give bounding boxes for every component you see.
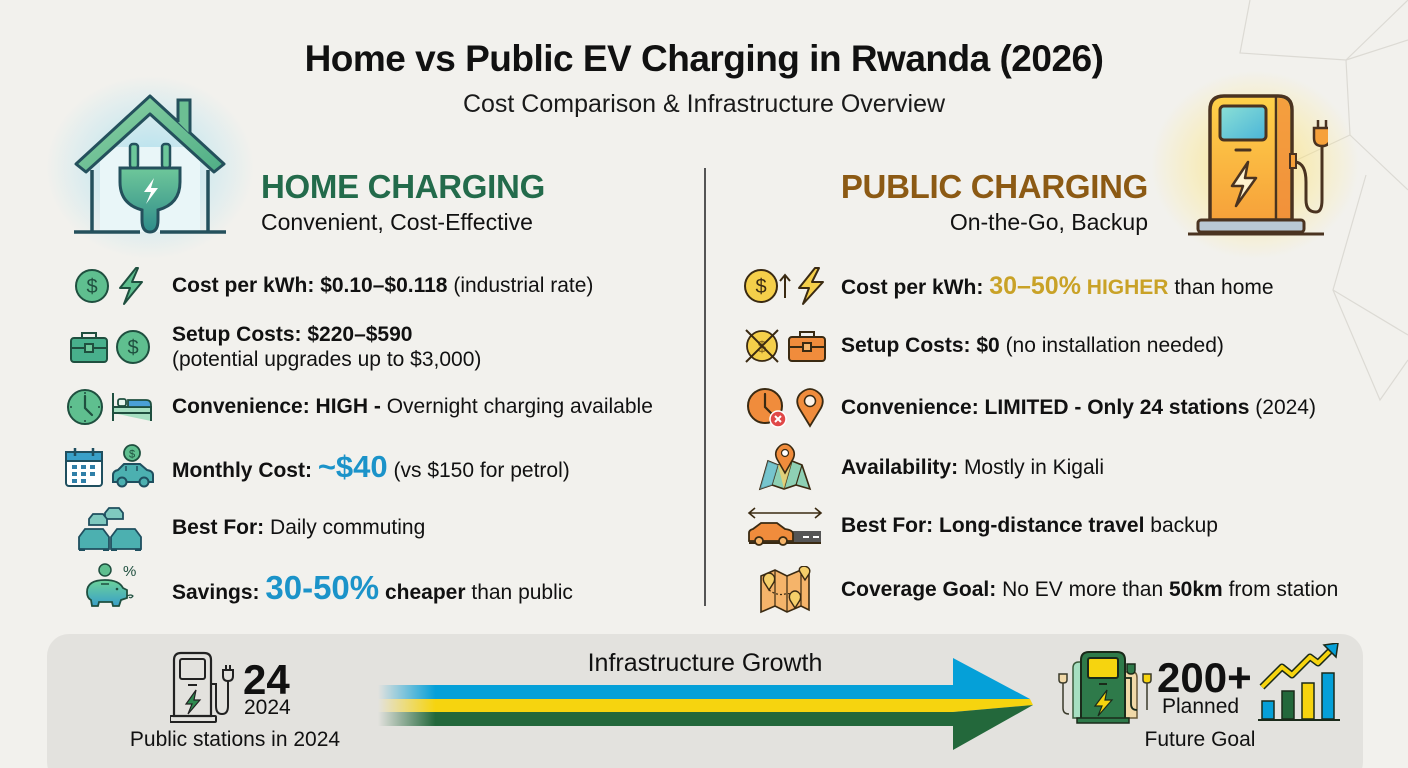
savings-value: 30-50% — [265, 569, 380, 607]
current-station-year: 2024 — [244, 696, 291, 719]
svg-text:$: $ — [755, 276, 766, 298]
public-charging-title: PUBLIC CHARGING — [840, 168, 1148, 205]
long-distance-car-icon — [747, 507, 823, 546]
toolbox-icon — [788, 331, 826, 362]
public-row-best-for: Best For: Long-distance travel backup — [735, 505, 1218, 547]
infrastructure-growth-label: Infrastructure Growth — [587, 649, 823, 677]
page-subtitle: Cost Comparison & Infrastructure Overvie… — [462, 90, 946, 118]
planned-label: Planned — [1162, 695, 1240, 718]
home-monthly-cost-text: Monthly Cost: ~$40 (vs $150 for petrol) — [172, 449, 570, 485]
current-stations-caption: Public stations in 2024 — [129, 728, 341, 751]
home-row-convenience: Convenience: HIGH - Overnight charging a… — [60, 388, 653, 426]
public-row-convenience: Convenience: LIMITED - Only 24 stations … — [735, 386, 1316, 430]
map-pin-icon — [758, 443, 812, 491]
current-station-count: 24 — [243, 656, 290, 703]
public-row-coverage-goal: Coverage Goal: No EV more than 50km from… — [735, 566, 1338, 614]
home-charging-tagline: Convenient, Cost-Effective — [261, 209, 533, 235]
monthly-cost-value: ~$40 — [317, 449, 388, 485]
clock-icon — [67, 389, 103, 425]
svg-text:$: $ — [758, 339, 767, 356]
public-setup-costs-text: Setup Costs: $0 (no installation needed) — [841, 334, 1224, 358]
planned-station-count: 200+ — [1157, 654, 1252, 701]
toolbox-icon — [70, 332, 108, 364]
folded-map-pins-icon — [760, 566, 811, 614]
home-convenience-text: Convenience: HIGH - Overnight charging a… — [172, 395, 653, 419]
public-cost-per-kwh-text: Cost per kWh: 30–50% HIGHER than home — [841, 272, 1274, 300]
public-best-for-text: Best For: Long-distance travel backup — [841, 514, 1218, 538]
car-dollar-icon: $ — [112, 444, 154, 488]
public-charging-header: PUBLIC CHARGING On-the-Go, Backup — [841, 168, 1148, 236]
dollar-coin-icon: $ — [116, 330, 150, 365]
svg-text:$: $ — [129, 449, 135, 461]
home-cost-per-kwh-text: Cost per kWh: $0.10–$0.118 (industrial r… — [172, 274, 594, 298]
dollar-coin-up-lightning-icon: $ — [744, 267, 824, 305]
public-convenience-text: Convenience: LIMITED - Only 24 stations … — [841, 396, 1316, 420]
home-savings-text: Savings: 30-50% cheaper than public — [172, 569, 573, 607]
clock-x-icon — [747, 388, 787, 428]
house-plug-icon — [74, 94, 226, 234]
home-charging-title: HOME CHARGING — [261, 168, 545, 205]
charging-station-icon — [1188, 94, 1328, 236]
svg-text:$: $ — [86, 276, 97, 298]
calendar-icon — [65, 448, 103, 487]
piggy-bank-percent-icon: % — [86, 563, 136, 607]
lightning-icon — [119, 267, 143, 305]
home-row-monthly-cost: $ Monthly Cost: ~$40 (vs $150 for petrol… — [60, 444, 570, 490]
public-coverage-goal-text: Coverage Goal: No EV more than 50km from… — [841, 578, 1339, 602]
public-charging-tagline: On-the-Go, Backup — [949, 209, 1148, 235]
commuter-cars-icon — [78, 507, 142, 551]
growth-arrow-icon — [378, 658, 1033, 750]
location-pin-icon — [796, 388, 824, 428]
column-divider — [704, 168, 706, 606]
home-setup-costs-text: Setup Costs: $220–$590 (potential upgrad… — [172, 323, 482, 372]
public-availability-text: Availability: Mostly in Kigali — [841, 456, 1104, 480]
planned-stations-icon — [1058, 651, 1152, 724]
home-charging-header: HOME CHARGING Convenient, Cost-Effective — [261, 168, 545, 236]
public-row-availability: Availability: Mostly in Kigali — [735, 443, 1104, 493]
home-row-setup-costs: $ Setup Costs: $220–$590 (potential upgr… — [60, 322, 481, 372]
svg-text:%: % — [123, 563, 136, 580]
page-title: Home vs Public EV Charging in Rwanda (20… — [304, 38, 1104, 79]
home-best-for-text: Best For: Daily commuting — [172, 516, 426, 540]
bed-icon — [112, 393, 152, 421]
home-row-savings: % Savings: 30-50% cheaper than public — [60, 562, 573, 614]
home-row-cost-per-kwh: $ Cost per kWh: $0.10–$0.118 (industrial… — [60, 266, 593, 306]
home-row-best-for: Best For: Daily commuting — [60, 505, 425, 551]
higher-percent-value: 30–50% — [989, 272, 1081, 300]
growth-chart-icon — [1258, 643, 1340, 721]
public-row-setup-costs: $ Setup Costs: $0 (no installation neede… — [735, 327, 1224, 365]
station-outline-icon — [170, 651, 234, 723]
crossed-coin-icon: $ — [745, 329, 779, 363]
dollar-coin-icon: $ — [75, 269, 109, 303]
future-goal-caption: Future Goal — [1144, 728, 1256, 751]
public-row-cost-per-kwh: $ Cost per kWh: 30–50% HIGHER than home — [735, 266, 1274, 306]
svg-text:$: $ — [127, 337, 138, 359]
